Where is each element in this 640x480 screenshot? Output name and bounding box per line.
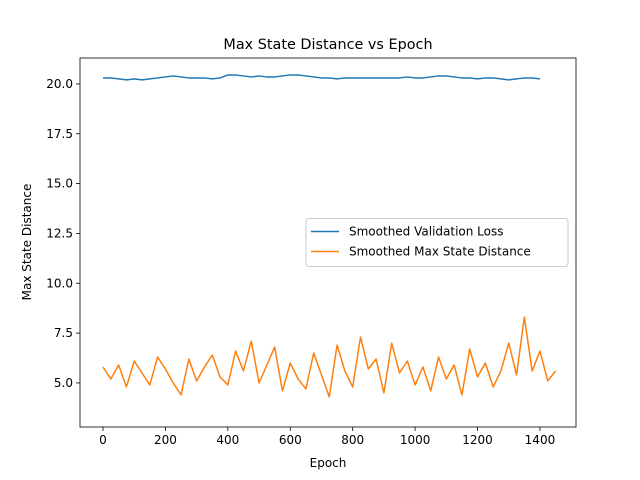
- x-tick-label: 0: [99, 433, 107, 447]
- plot-frame: [79, 57, 577, 428]
- x-tick-label: 800: [341, 433, 364, 447]
- y-tick-label: 10.0: [46, 276, 73, 290]
- y-tick-label: 5.0: [54, 376, 73, 390]
- series-line: [102, 316, 557, 398]
- x-tick-label: 200: [154, 433, 177, 447]
- y-tick-label: 7.5: [54, 326, 73, 340]
- x-axis-label: Epoch: [310, 456, 347, 470]
- y-tick-label: 12.5: [46, 226, 73, 240]
- chart-title: Max State Distance vs Epoch: [223, 37, 432, 53]
- y-tick-label: 20.0: [46, 77, 73, 91]
- x-tick-label: 1400: [525, 433, 556, 447]
- legend-box: [305, 218, 569, 267]
- x-tick-label: 1200: [462, 433, 493, 447]
- series-line: [103, 74, 541, 81]
- y-tick-label: 15.0: [46, 177, 73, 191]
- x-tick-label: 400: [216, 433, 239, 447]
- y-axis-label: Max State Distance: [20, 184, 34, 301]
- x-tick-label: 600: [279, 433, 302, 447]
- x-tick-label: 1000: [400, 433, 431, 447]
- y-tick-label: 17.5: [46, 127, 73, 141]
- legend-label: Smoothed Max State Distance: [349, 245, 531, 259]
- legend-label: Smoothed Validation Loss: [349, 225, 504, 239]
